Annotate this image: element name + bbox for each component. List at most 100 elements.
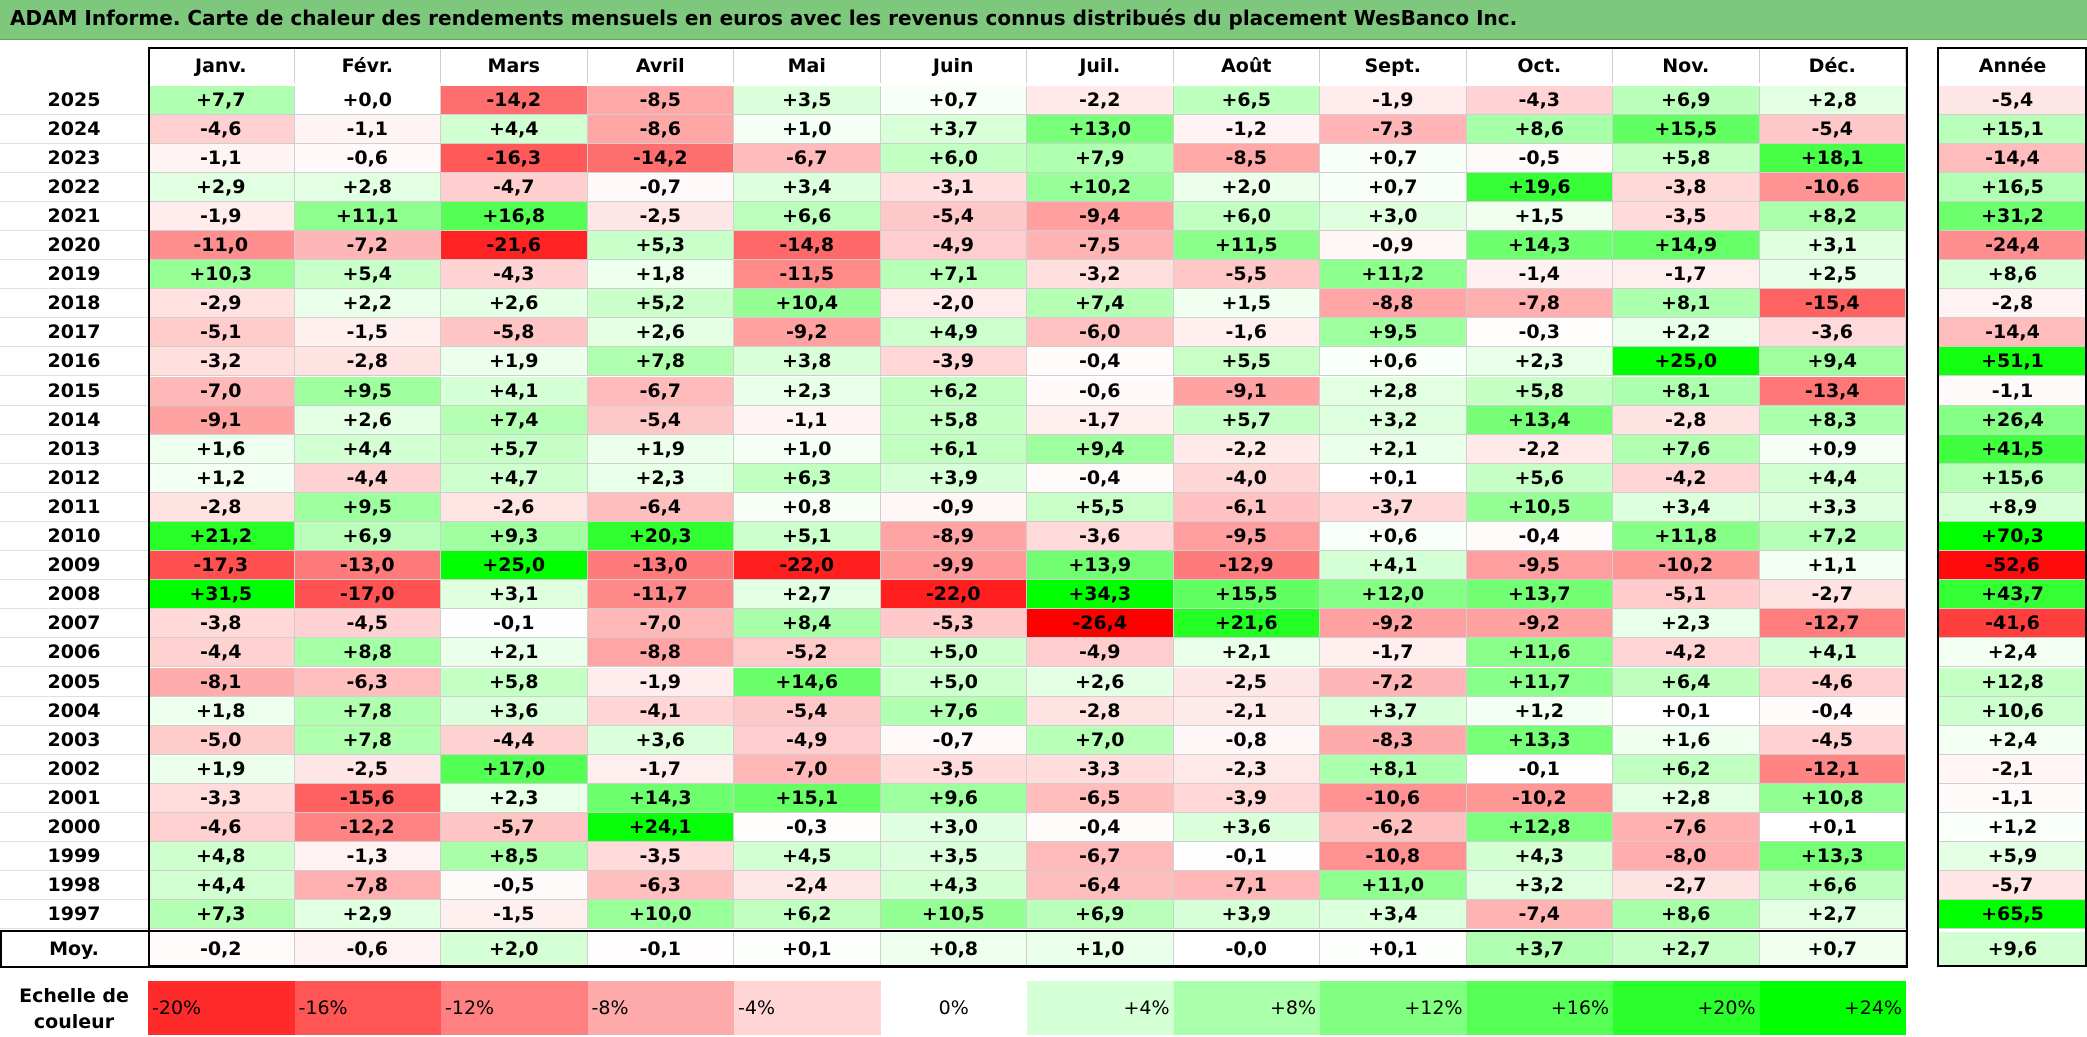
heatmap-cell: -15,4 <box>1759 289 1906 319</box>
title-bar: ADAM Informe. Carte de chaleur des rende… <box>0 0 2087 40</box>
heatmap-cell: -3,2 <box>148 347 295 377</box>
color-scale-swatch: +24% <box>1759 981 1906 1035</box>
heatmap-cell: -7,0 <box>148 376 295 406</box>
heatmap-cell: +8,1 <box>1613 376 1760 406</box>
heatmap-cell: -6,3 <box>587 871 734 901</box>
heatmap-cell: -2,7 <box>1613 871 1760 901</box>
heatmap-cell: +5,0 <box>880 667 1027 697</box>
annual-cell: +5,9 <box>1939 842 2087 872</box>
heatmap-cell: -1,5 <box>294 318 441 348</box>
annual-cell: -5,7 <box>1939 871 2087 901</box>
heatmap-cell: +6,5 <box>1173 85 1320 115</box>
heatmap-cell: +2,6 <box>294 405 441 435</box>
heatmap-cell: +0,1 <box>1320 463 1467 493</box>
heatmap-cell: -1,1 <box>294 114 441 144</box>
heatmap-cell: -4,9 <box>880 231 1027 261</box>
color-scale-swatch: +4% <box>1027 981 1174 1035</box>
heatmap-cell: +7,6 <box>880 696 1027 726</box>
heatmap-cell: +1,6 <box>1613 725 1760 755</box>
row-year-label: 2003 <box>0 726 148 755</box>
heatmap-cell: -15,6 <box>294 783 441 813</box>
heatmap-cell: +1,2 <box>1466 696 1613 726</box>
heatmap-cell: -8,5 <box>587 85 734 115</box>
heatmap-cell: +13,7 <box>1466 580 1613 610</box>
heatmap-cell: +25,0 <box>441 551 588 581</box>
heatmap-cell: +11,0 <box>1320 871 1467 901</box>
heatmap-cell: -5,4 <box>587 405 734 435</box>
heatmap-cell: +4,9 <box>880 318 1027 348</box>
row-year-label: 2006 <box>0 638 148 668</box>
heatmap-cell: +12,8 <box>1466 813 1613 843</box>
heatmap-cell: -11,7 <box>587 580 734 610</box>
heatmap-cell: -8,0 <box>1613 842 1760 872</box>
heatmap-cell: +2,1 <box>441 638 588 668</box>
heatmap-cell: -2,3 <box>1173 754 1320 784</box>
heatmap-cell: +2,3 <box>734 376 881 406</box>
row-year-label: 2002 <box>0 755 148 784</box>
heatmap-cell: +11,7 <box>1466 667 1613 697</box>
heatmap-cell: -1,9 <box>1320 85 1467 115</box>
annual-cell: -2,8 <box>1939 289 2087 319</box>
heatmap-cell: +2,3 <box>587 463 734 493</box>
heatmap-cell: -9,5 <box>1173 522 1320 552</box>
heatmap-cell: +10,5 <box>880 900 1027 930</box>
average-cell: -0,2 <box>148 932 295 967</box>
heatmap-cell: +8,8 <box>294 638 441 668</box>
heatmap-cell: -10,6 <box>1759 172 1906 202</box>
heatmap-cell: +5,5 <box>1173 347 1320 377</box>
heatmap-cell: -6,2 <box>1320 813 1467 843</box>
row-year-label: 2022 <box>0 173 148 202</box>
heatmap-cell: -5,7 <box>441 813 588 843</box>
annual-cell: +43,7 <box>1939 580 2087 610</box>
heatmap-cell: -0,6 <box>294 143 441 173</box>
heatmap-cell: -2,8 <box>1613 405 1760 435</box>
heatmap-cell: -9,5 <box>1466 551 1613 581</box>
heatmap-cell: -3,3 <box>1027 754 1174 784</box>
annual-cell: +26,4 <box>1939 405 2087 435</box>
heatmap-cell: -22,0 <box>880 580 1027 610</box>
heatmap-cell: -4,0 <box>1173 463 1320 493</box>
heatmap-cell: +7,7 <box>148 85 295 115</box>
heatmap-cell: +3,1 <box>441 580 588 610</box>
heatmap-cell: -13,0 <box>294 551 441 581</box>
heatmap-cell: +16,8 <box>441 201 588 231</box>
row-year-label: 2012 <box>0 464 148 493</box>
heatmap-cell: -3,6 <box>1759 318 1906 348</box>
annual-cell: -41,6 <box>1939 609 2087 639</box>
heatmap-cell: +4,4 <box>148 871 295 901</box>
row-year-label: 2001 <box>0 784 148 813</box>
heatmap-cell: -3,5 <box>587 842 734 872</box>
color-scale-swatch: -4% <box>734 981 881 1035</box>
heatmap-cell: +3,7 <box>880 114 1027 144</box>
average-cell: +2,0 <box>441 932 588 967</box>
heatmap-cell: +7,6 <box>1613 434 1760 464</box>
row-year-label: 2008 <box>0 580 148 610</box>
column-header: Juin <box>881 49 1027 83</box>
heatmap-cell: +5,8 <box>1613 143 1760 173</box>
heatmap-cell: -3,6 <box>1027 522 1174 552</box>
heatmap-cell: +4,7 <box>441 463 588 493</box>
heatmap-cell: +0,1 <box>1759 813 1906 843</box>
heatmap-cell: -1,1 <box>148 143 295 173</box>
heatmap-cell: -8,9 <box>880 522 1027 552</box>
annual-cell: +2,4 <box>1939 725 2087 755</box>
annual-cell: +10,6 <box>1939 696 2087 726</box>
heatmap-cell: +1,8 <box>148 696 295 726</box>
heatmap-cell: -6,4 <box>1027 871 1174 901</box>
heatmap-cell: +6,6 <box>734 201 881 231</box>
color-scale-swatch: -16% <box>294 981 441 1035</box>
heatmap-cell: +11,6 <box>1466 638 1613 668</box>
heatmap-cell: -2,8 <box>294 347 441 377</box>
heatmap-cell: -3,9 <box>1173 783 1320 813</box>
heatmap-cell: +11,1 <box>294 201 441 231</box>
heatmap-cell: -2,9 <box>148 289 295 319</box>
heatmap-cell: +3,4 <box>734 172 881 202</box>
heatmap-cell: +1,9 <box>148 754 295 784</box>
heatmap-cell: +6,4 <box>1613 667 1760 697</box>
heatmap-cell: -12,1 <box>1759 754 1906 784</box>
heatmap-cell: +0,1 <box>1613 696 1760 726</box>
heatmap-cell: +21,2 <box>148 522 295 552</box>
row-year-label: 1997 <box>0 900 148 930</box>
annual-cell: +2,4 <box>1939 638 2087 668</box>
heatmap-cell: +5,8 <box>880 405 1027 435</box>
